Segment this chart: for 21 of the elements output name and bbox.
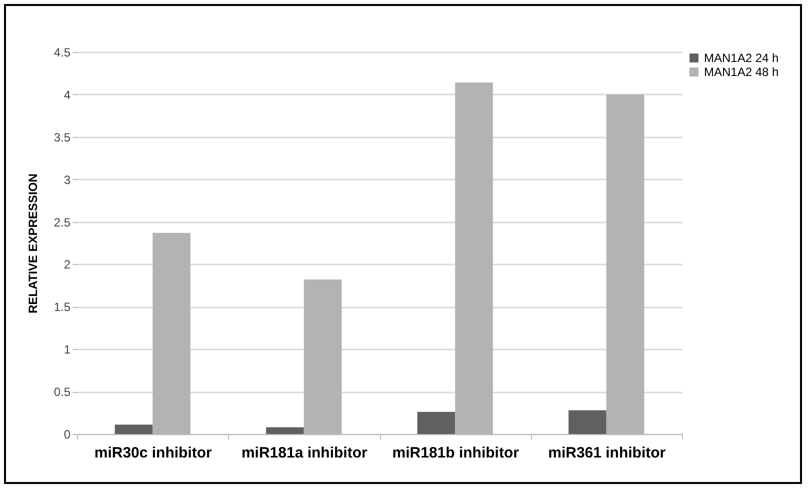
y-tick-label: 3 [64, 172, 71, 187]
bar [568, 410, 606, 434]
x-tick-label: miR181b inhibitor [392, 444, 520, 462]
y-tick-label: 3.5 [54, 130, 71, 144]
y-tick-label: 1.5 [54, 300, 71, 314]
x-tick-label: miR181a inhibitor [241, 444, 368, 462]
legend-label: MAN1A2 24 h [704, 51, 779, 65]
y-tick-label: 0.5 [54, 385, 71, 400]
y-tick-label: 2 [64, 258, 71, 272]
x-tick-label: miR361 inhibitor [548, 444, 666, 462]
y-tick-label: 1 [64, 342, 71, 357]
legend-label: MAN1A2 48 h [704, 65, 779, 79]
y-axis-title: RELATIVE EXPRESSION [26, 174, 40, 314]
y-tick-label: 2.5 [54, 215, 71, 230]
bar [417, 412, 456, 434]
bar [266, 427, 304, 434]
bar [114, 424, 153, 434]
y-tick-label: 4.5 [54, 46, 71, 60]
y-tick-label: 4 [64, 88, 71, 102]
y-tick-label: 0 [64, 428, 71, 442]
x-tick-label: miR30c inhibitor [94, 444, 212, 462]
